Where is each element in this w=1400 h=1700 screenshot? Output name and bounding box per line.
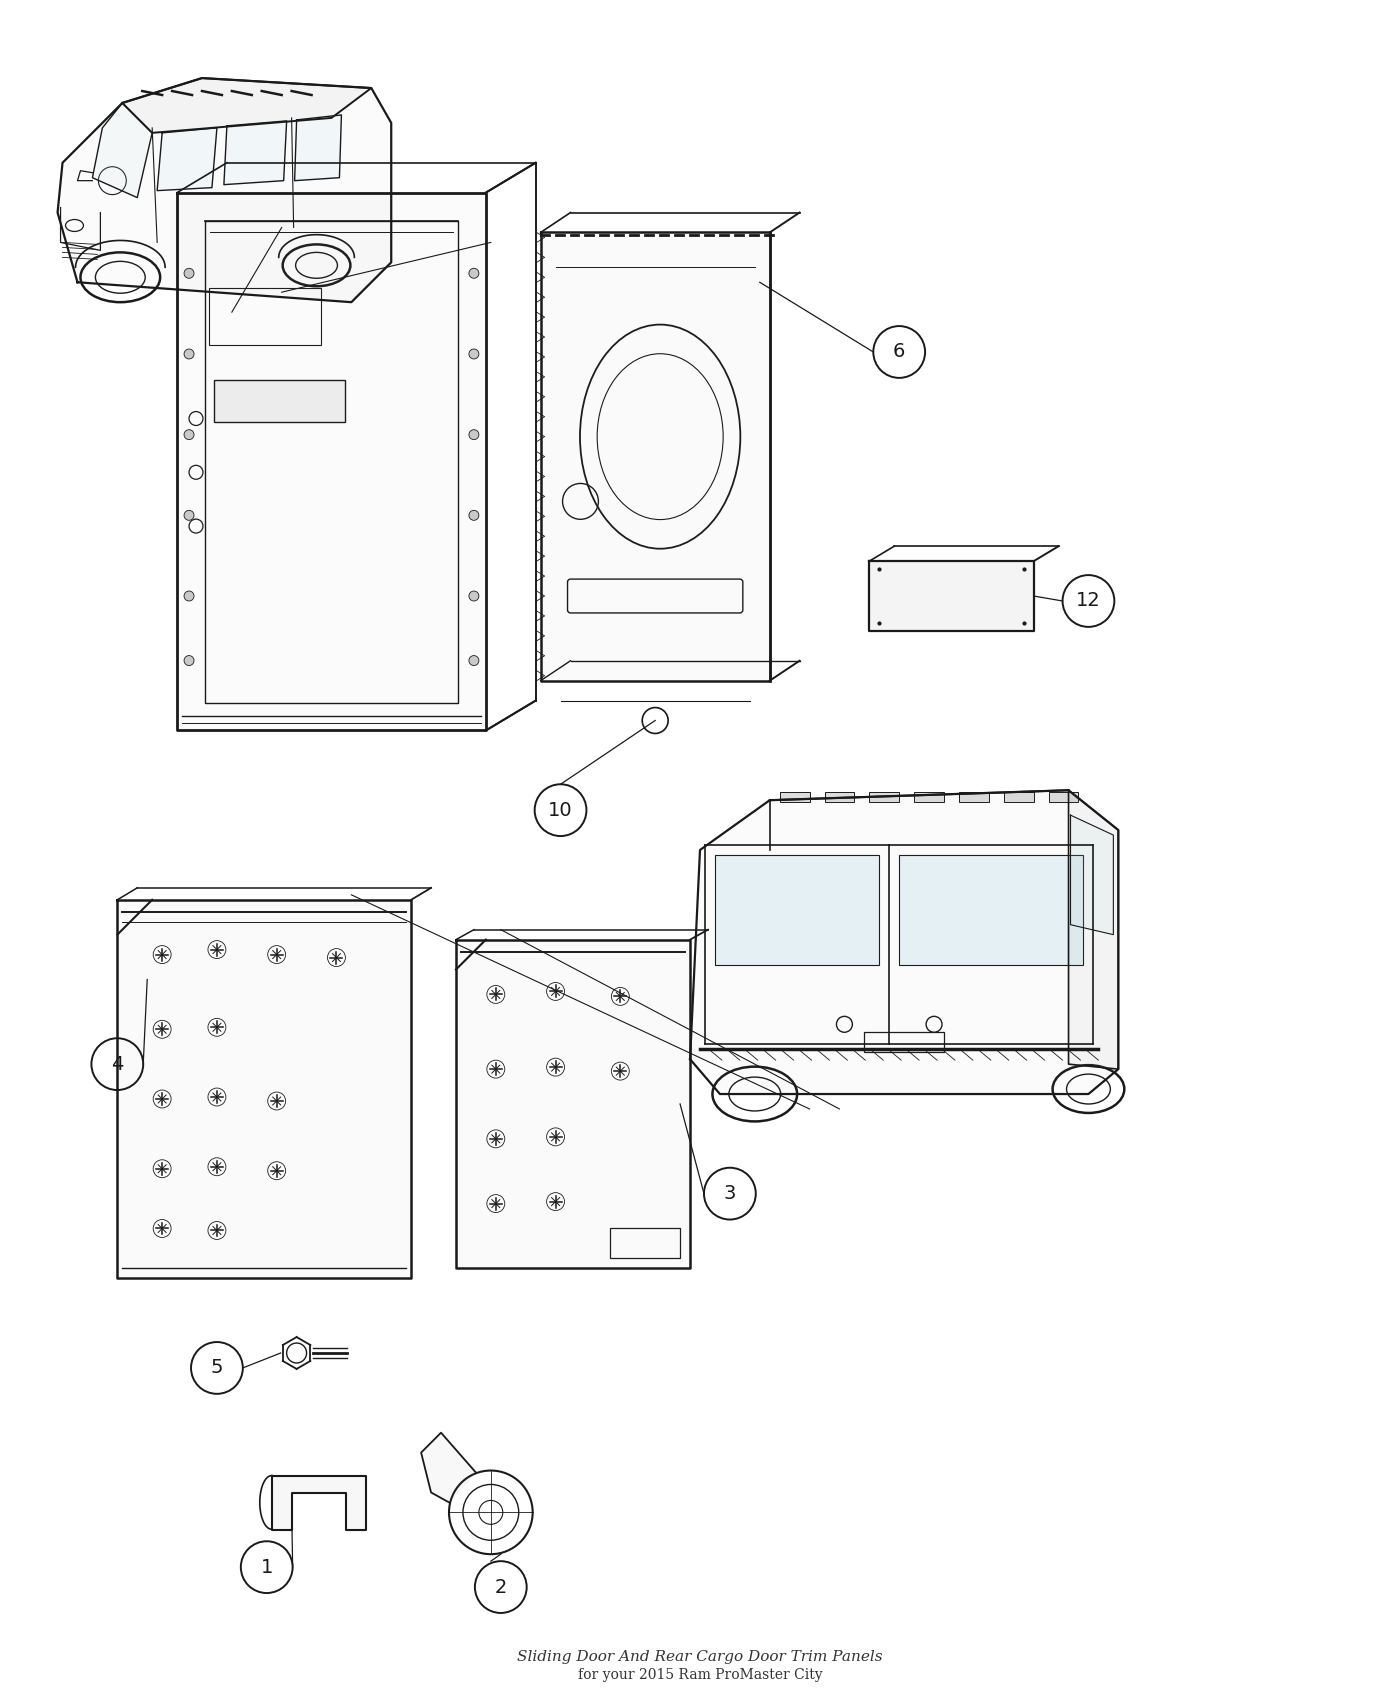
Polygon shape	[92, 104, 153, 197]
Circle shape	[183, 430, 195, 440]
Text: 5: 5	[210, 1358, 223, 1377]
Text: 2: 2	[494, 1578, 507, 1596]
Text: 1: 1	[260, 1557, 273, 1576]
FancyBboxPatch shape	[1004, 792, 1033, 802]
Bar	[864, 1032, 944, 1052]
Bar	[899, 855, 1084, 964]
Circle shape	[469, 656, 479, 665]
Text: 4: 4	[111, 1054, 123, 1074]
Text: 6: 6	[893, 342, 906, 362]
Circle shape	[183, 510, 195, 520]
Circle shape	[469, 269, 479, 279]
FancyBboxPatch shape	[1049, 792, 1078, 802]
Text: 10: 10	[549, 801, 573, 819]
FancyBboxPatch shape	[214, 379, 346, 422]
Circle shape	[183, 348, 195, 359]
Circle shape	[469, 348, 479, 359]
Polygon shape	[224, 121, 287, 185]
Circle shape	[183, 269, 195, 279]
Circle shape	[469, 430, 479, 440]
Polygon shape	[869, 561, 1033, 631]
FancyBboxPatch shape	[825, 792, 854, 802]
Circle shape	[469, 510, 479, 520]
Text: 3: 3	[724, 1185, 736, 1204]
Bar	[610, 1229, 680, 1258]
Text: for your 2015 Ram ProMaster City: for your 2015 Ram ProMaster City	[578, 1668, 822, 1681]
Text: 12: 12	[1077, 592, 1100, 610]
Polygon shape	[1071, 814, 1113, 935]
FancyBboxPatch shape	[780, 792, 809, 802]
Circle shape	[183, 592, 195, 602]
Text: Sliding Door And Rear Cargo Door Trim Panels: Sliding Door And Rear Cargo Door Trim Pa…	[517, 1649, 883, 1664]
Circle shape	[469, 592, 479, 602]
Polygon shape	[272, 1476, 367, 1530]
FancyBboxPatch shape	[869, 792, 899, 802]
Bar	[715, 855, 879, 964]
Circle shape	[183, 656, 195, 665]
Polygon shape	[157, 128, 217, 190]
FancyBboxPatch shape	[914, 792, 944, 802]
Polygon shape	[421, 1433, 476, 1503]
FancyBboxPatch shape	[959, 792, 988, 802]
Polygon shape	[122, 78, 371, 133]
Polygon shape	[294, 116, 342, 180]
Polygon shape	[1068, 790, 1119, 1069]
